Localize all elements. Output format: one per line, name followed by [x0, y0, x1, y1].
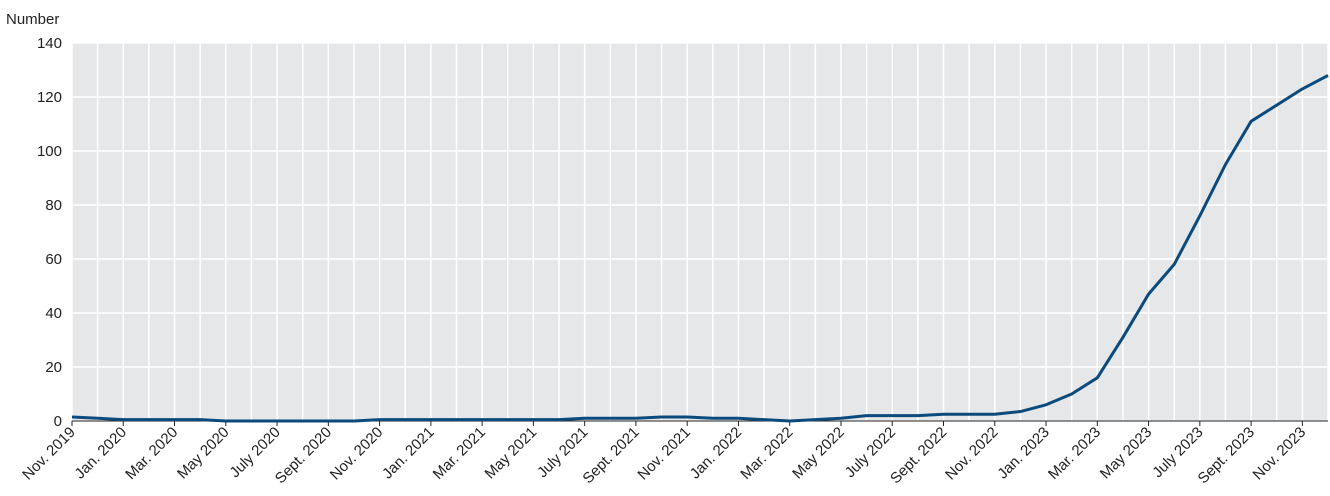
y-tick-label: 0	[54, 413, 62, 430]
x-tick-label: May 2023	[1097, 424, 1156, 483]
x-tick-label: Jan. 2021	[379, 424, 438, 483]
x-tick-label: Nov. 2019	[19, 424, 79, 484]
y-tick-label: 60	[45, 251, 62, 268]
x-tick-label: Jan. 2022	[687, 424, 746, 483]
x-tick-label: Mar. 2020	[122, 424, 181, 483]
y-tick-label: 40	[45, 305, 62, 322]
x-tick-label: May 2020	[174, 424, 233, 483]
y-tick-label: 80	[45, 197, 62, 214]
x-tick-label: Nov. 2020	[327, 424, 387, 484]
x-tick-label: Nov. 2023	[1250, 424, 1310, 484]
x-tick-label: May 2021	[482, 424, 541, 483]
line-series	[71, 74, 1329, 423]
y-tick-label: 120	[37, 89, 62, 106]
y-tick-label: 20	[45, 359, 62, 376]
x-tick-label: May 2022	[789, 424, 848, 483]
x-tick-label: Nov. 2022	[942, 424, 1002, 484]
x-tick-label: Jan. 2023	[994, 424, 1053, 483]
x-tick-label: Mar. 2021	[430, 424, 489, 483]
y-tick-label: 100	[37, 143, 62, 160]
y-axis-label: Number	[6, 11, 59, 28]
x-tick-label: Mar. 2023	[1045, 424, 1104, 483]
y-tick-label: 140	[37, 35, 62, 52]
x-tick-label: Jan. 2020	[71, 424, 130, 483]
plot-background	[72, 43, 1328, 421]
x-tick-label: Mar. 2022	[737, 424, 796, 483]
x-tick-label: Nov. 2021	[634, 424, 694, 484]
